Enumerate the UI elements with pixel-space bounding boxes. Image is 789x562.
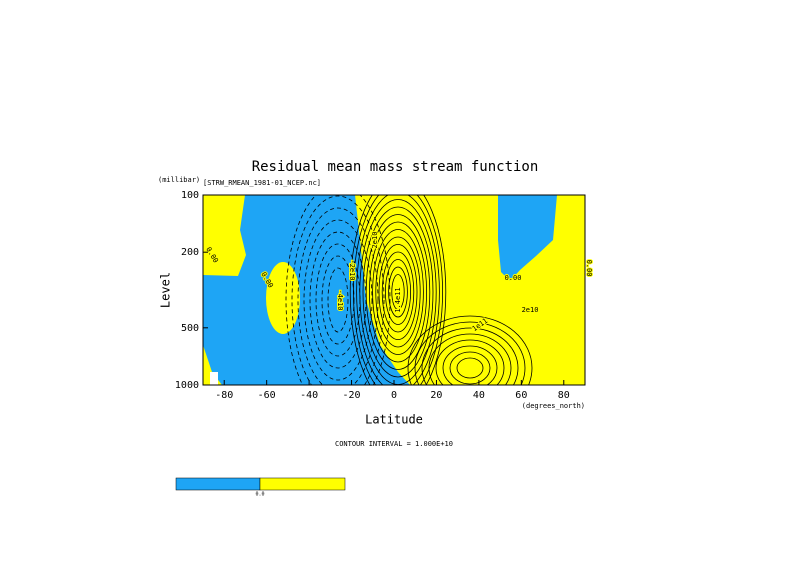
contour-line [388,266,408,318]
contour-line [375,236,421,348]
y-unit: (millibar) [158,176,200,184]
x-tick-label: -20 [343,390,361,401]
contour-line [421,327,519,385]
contour-line [384,259,411,325]
x-tick-label: -60 [258,390,276,401]
contour-line [456,357,484,379]
contour-line [353,195,443,385]
contour-line [285,195,391,385]
contour-label: 2e10 [522,306,539,314]
x-tick-label: -80 [215,390,233,401]
missing-region [210,372,218,385]
contour-label: 1.4e11 [394,287,402,312]
contour-line [349,195,447,385]
contour-field [203,195,585,385]
contour-line [368,221,427,363]
contour-line [407,315,533,385]
y-tick-label: 1000 [175,380,199,391]
negative-region [498,195,557,281]
contour-line [381,251,415,333]
contour-line [303,219,373,381]
contour-line [391,274,405,310]
contour-line [356,195,440,385]
y-tick-label: 500 [181,323,199,334]
contour-label: 0.00 [505,274,522,282]
contour-line [414,321,526,385]
colorbar-positive [259,477,346,491]
subtitle: [STRW_RMEAN_1981-01_NCEP.nc] [203,179,321,187]
positive-region [266,262,300,334]
contour-interval: CONTOUR INTERVAL = 1.000E+10 [335,440,453,448]
x-tick-label: 20 [430,390,442,401]
contour-line [372,229,424,355]
contour-line [297,207,379,385]
x-unit: (degrees_north) [522,402,585,410]
contour-line [378,244,418,340]
contour-line [449,351,491,385]
contour-line [428,333,512,385]
contour-line [365,214,431,370]
contour-label: 0.00 [585,260,593,277]
contour-label: 2e10 [371,232,379,249]
y-tick-label: 200 [181,247,199,258]
x-tick-label: -40 [300,390,318,401]
x-tick-label: 60 [515,390,527,401]
contour-line [435,339,505,385]
x-tick-label: 40 [473,390,485,401]
colorbar-label: 0.0 [255,492,264,498]
contour-label: -2e10 [348,259,356,280]
colorbar-negative [175,477,261,491]
contour-line [362,206,434,378]
y-axis-label: Level [159,272,173,308]
x-axis-label: Latitude [365,413,423,427]
y-tick-label: 100 [181,190,199,201]
contour-line [321,255,355,345]
chart-title: Residual mean mass stream function [252,159,539,175]
contour-label: -4e10 [336,289,344,310]
contour-line [327,267,349,333]
contour-line [291,195,385,385]
x-tick-label: 80 [558,390,570,401]
x-tick-label: 0 [391,390,397,401]
contour-line [442,345,498,385]
